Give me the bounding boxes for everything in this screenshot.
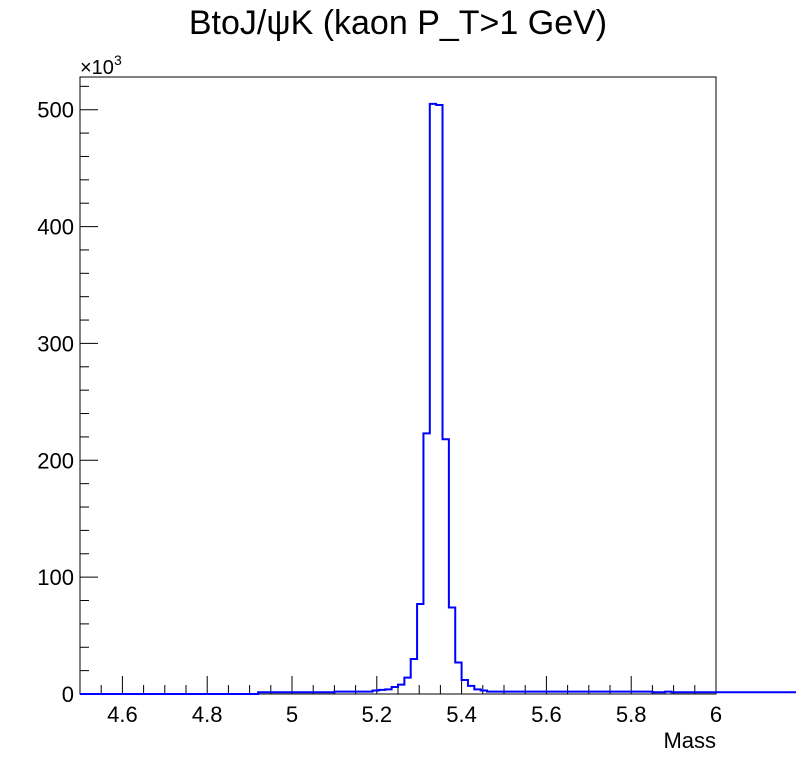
histogram-line [80,102,796,695]
axis-ticks [79,85,717,695]
y-multiplier-exponent: 3 [114,52,122,68]
chart-title: BtoJ/ψK (kaon P_T>1 GeV) [188,4,608,42]
y-multiplier-label: ×103 [80,52,122,79]
x-tick-label: 5.8 [616,702,647,727]
y-multiplier-base: ×10 [80,57,114,79]
tick-labels: 4.6 4.8 5 5.2 5.4 5.6 5.8 6 0 100 200 300 400 500 [37,98,722,727]
x-tick-label: 5 [286,702,298,727]
plot-frame-group [79,76,717,695]
x-tick-label: 5.2 [362,702,393,727]
x-tick-label: 5.6 [531,702,562,727]
x-tick-label: 6 [710,702,722,727]
y-tick-label: 0 [62,682,74,707]
x-tick-label: 5.4 [446,702,477,727]
y-tick-label: 100 [37,565,74,590]
x-tick-label: 4.8 [192,702,223,727]
histogram-series [80,102,796,695]
y-tick-label: 500 [37,98,74,123]
y-tick-label: 300 [37,331,74,356]
y-tick-label: 200 [37,448,74,473]
y-tick-label: 400 [37,215,74,240]
plot-frame [79,76,717,695]
x-axis-title: Mass [663,728,716,753]
x-tick-label: 4.6 [107,702,138,727]
